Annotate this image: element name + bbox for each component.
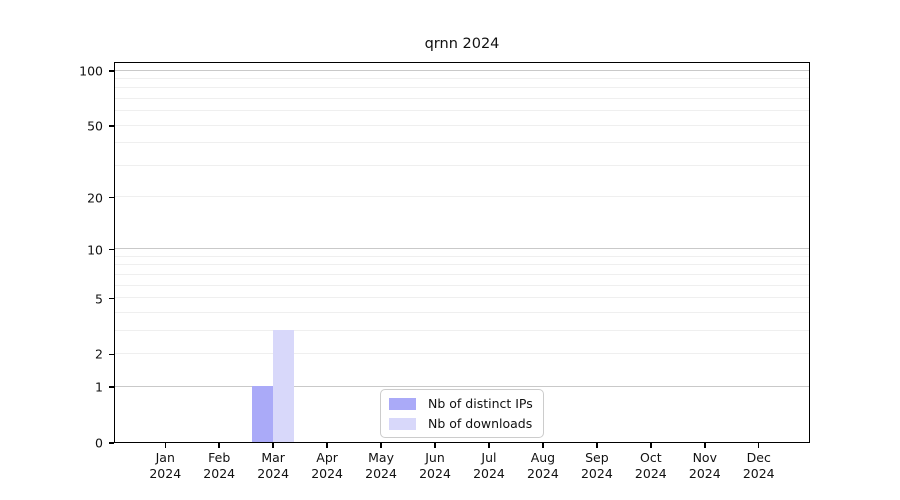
y-axis-tick-label: 20 xyxy=(87,190,103,206)
y-gridline-minor xyxy=(115,255,809,257)
x-axis-tick xyxy=(164,443,166,448)
legend-label-downloads: Nb of downloads xyxy=(428,416,533,431)
y-gridline-minor xyxy=(115,273,809,275)
x-axis-tick-label: Dec 2024 xyxy=(742,450,775,481)
y-gridline-major xyxy=(115,69,809,71)
y-gridline-major xyxy=(115,248,809,250)
x-axis-tick xyxy=(380,443,382,448)
y-gridline-minor xyxy=(115,284,809,286)
legend-item-downloads: Nb of downloads xyxy=(389,416,533,431)
x-axis-tick xyxy=(326,443,328,448)
bar-nb-of-downloads xyxy=(273,330,294,442)
legend-item-distinct-ips: Nb of distinct IPs xyxy=(389,396,533,411)
y-axis-tick xyxy=(109,248,114,251)
x-axis-tick xyxy=(596,443,598,448)
y-axis-tick xyxy=(109,70,114,72)
x-axis-tick xyxy=(488,443,490,448)
y-axis-tick xyxy=(109,353,114,356)
y-axis-tick xyxy=(109,196,114,199)
x-axis-tick-label: Nov 2024 xyxy=(688,450,721,481)
x-axis-tick-label: Mar 2024 xyxy=(257,450,290,481)
y-gridline-minor xyxy=(115,352,809,354)
y-gridline-minor xyxy=(115,196,809,198)
legend-swatch-downloads-icon xyxy=(389,417,416,430)
y-gridline-minor xyxy=(115,142,809,144)
x-axis-tick xyxy=(272,443,274,448)
y-gridline-minor xyxy=(115,77,809,79)
y-gridline-minor xyxy=(115,110,809,112)
x-axis-tick-label: May 2024 xyxy=(365,450,397,481)
y-gridline-major xyxy=(115,385,809,387)
y-gridline-minor xyxy=(115,329,809,331)
y-axis-tick xyxy=(109,297,114,300)
y-gridline-minor xyxy=(115,297,809,299)
y-axis-tick-label: 1 xyxy=(95,379,103,395)
x-axis-tick-label: Jan 2024 xyxy=(149,450,182,481)
x-axis-tick-label: Apr 2024 xyxy=(311,450,344,481)
y-axis-tick-label: 10 xyxy=(87,242,103,258)
y-axis-tick-label: 100 xyxy=(79,63,103,79)
y-gridline-minor xyxy=(115,264,809,266)
x-axis-tick-label: Oct 2024 xyxy=(634,450,667,481)
x-axis-tick xyxy=(542,443,544,448)
y-gridline-minor xyxy=(115,164,809,166)
y-gridline-minor xyxy=(115,311,809,313)
y-axis-tick xyxy=(109,442,114,444)
chart-title: qrnn 2024 xyxy=(424,36,500,52)
legend-swatch-distinct-ips-icon xyxy=(389,397,416,410)
x-axis-tick-label: Feb 2024 xyxy=(203,450,236,481)
plot-area: Nb of distinct IPs Nb of downloads xyxy=(114,62,810,443)
x-axis-tick-label: Jul 2024 xyxy=(473,450,505,481)
y-axis-tick-label: 2 xyxy=(95,346,103,362)
y-axis-tick-label: 5 xyxy=(95,291,103,307)
legend-label-distinct-ips: Nb of distinct IPs xyxy=(428,396,533,411)
x-axis-tick xyxy=(704,443,706,448)
x-axis-tick xyxy=(650,443,652,448)
x-axis-tick xyxy=(757,443,760,448)
x-axis-tick xyxy=(434,443,436,448)
x-axis-tick xyxy=(218,443,220,448)
x-axis-tick-label: Aug 2024 xyxy=(527,450,559,481)
y-gridline-minor xyxy=(115,87,809,89)
legend: Nb of distinct IPs Nb of downloads xyxy=(380,389,544,438)
y-axis-tick-label: 0 xyxy=(95,435,103,451)
y-gridline-minor xyxy=(115,124,809,126)
bar-nb-of-distinct-ips xyxy=(252,386,273,442)
y-axis-tick-label: 50 xyxy=(87,118,103,134)
x-axis-tick-label: Jun 2024 xyxy=(419,450,451,481)
y-axis-tick xyxy=(109,125,114,127)
x-axis-tick-label: Sep 2024 xyxy=(580,450,613,481)
y-axis-tick xyxy=(109,386,114,388)
y-gridline-minor xyxy=(115,97,809,99)
